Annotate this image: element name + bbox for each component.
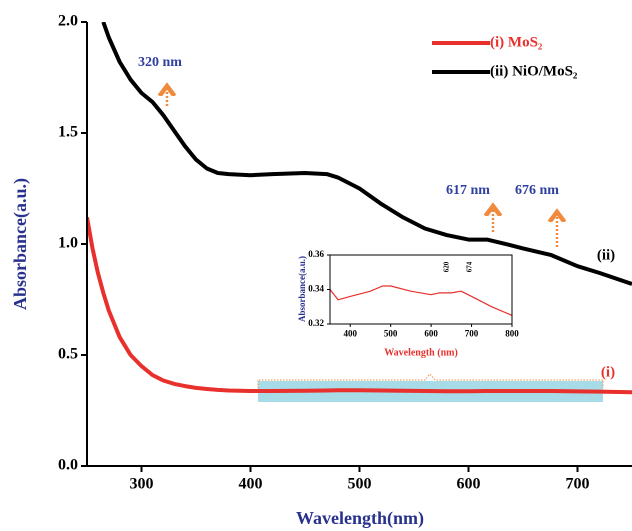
annotation: 320 nm xyxy=(138,55,182,70)
y-tick-label: 0.36 xyxy=(308,249,324,259)
inset-background xyxy=(330,255,512,324)
y-tick-label: 1.0 xyxy=(58,235,78,252)
arrows xyxy=(167,86,557,247)
x-tick-label: 700 xyxy=(465,328,479,338)
annotation: 674 xyxy=(466,261,474,272)
annotation: (ii) xyxy=(597,247,615,263)
y-tick-label: 2.0 xyxy=(58,13,78,30)
x-tick-label: 800 xyxy=(505,328,519,338)
y-tick-label: 0.32 xyxy=(308,318,324,328)
y-tick-label: 0.5 xyxy=(58,346,78,363)
x-tick-label: 300 xyxy=(130,475,154,492)
x-tick-label: 400 xyxy=(343,328,357,338)
legend-label: (i) MoS₂ xyxy=(490,34,543,50)
y-tick-label: 0.34 xyxy=(308,284,324,294)
y-tick-label: 1.5 xyxy=(58,124,78,141)
y-tick-label: 0.0 xyxy=(58,457,78,474)
annotation: 620 xyxy=(443,261,451,272)
plot: 400 500 600 700 800 0.32 0.34 0.36 Wavelength (n… xyxy=(297,249,519,358)
x-tick-label: 400 xyxy=(239,475,263,492)
x-tick-label: 500 xyxy=(348,475,372,492)
y-axis-label: Absorbance(a.u.) xyxy=(10,178,31,310)
x-tick-label: 600 xyxy=(457,475,481,492)
annotation: (i) xyxy=(601,364,615,380)
x-axis-label: Wavelength (nm) xyxy=(384,347,458,358)
x-tick-label: 500 xyxy=(384,328,398,338)
series-line xyxy=(87,217,632,395)
x-tick-label: 700 xyxy=(566,475,590,492)
series-line xyxy=(101,22,632,286)
annotation: 676 nm xyxy=(515,183,559,198)
plot: (i) MoS₂ (ii) NiO/MoS₂ 300 400 500 600 700 0.0 0… xyxy=(10,13,632,529)
series-line xyxy=(330,285,512,316)
annotation: 617 nm xyxy=(446,183,490,198)
legend-label: (ii) NiO/MoS₂ xyxy=(490,63,578,79)
x-tick-label: 600 xyxy=(424,328,438,338)
y-axis-label: Absorbance(a.u.) xyxy=(297,256,307,322)
x-axis-label: Wavelength(nm) xyxy=(296,508,424,529)
